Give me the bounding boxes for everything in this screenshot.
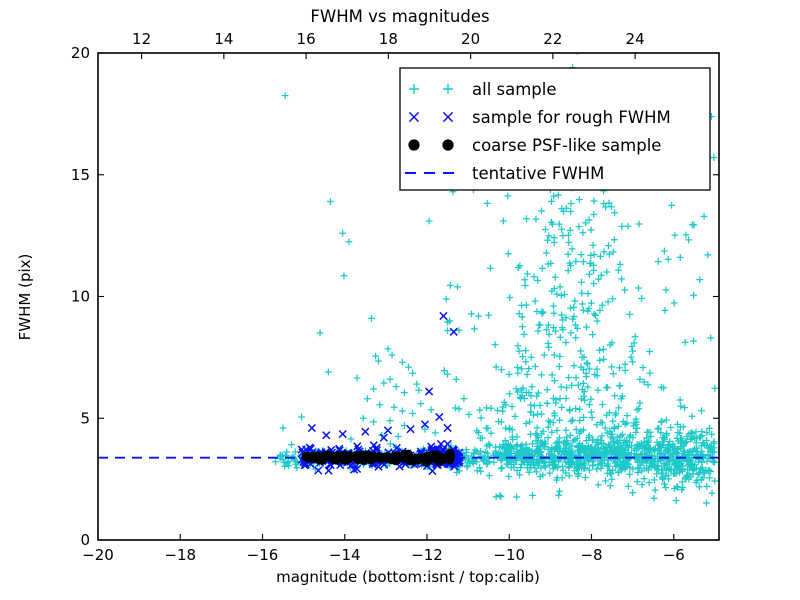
top-tick-label: 22 [543, 30, 562, 48]
legend-item-x[interactable]: sample for rough FWHM [408, 108, 671, 127]
axes-layer: −20 −18 −16 −14 −12 −10 −8 −6 12 14 16 18 20 22 24 0 5 10… [71, 30, 720, 564]
legend-label: sample for rough FWHM [472, 108, 671, 127]
top-tick-label: 16 [297, 30, 316, 48]
x-tick-label: −12 [411, 546, 443, 564]
series-psf-sample [301, 448, 456, 467]
top-tick-label: 12 [132, 30, 151, 48]
y-tick-label: 5 [80, 409, 90, 427]
y-tick-label: 10 [71, 288, 90, 306]
x-tick-label: −6 [663, 546, 685, 564]
page-title: FWHM vs magnitudes [310, 7, 489, 26]
y-tick-label: 20 [71, 44, 90, 62]
x-tick-label: −18 [164, 546, 196, 564]
legend-label: tentative FWHM [472, 164, 604, 183]
x-axis-label: magnitude (bottom:isnt / top:calib) [276, 568, 540, 586]
legend-item-dashed-line[interactable]: tentative FWHM [405, 164, 604, 183]
y-tick-label: 15 [71, 166, 90, 184]
x-tick-label: −20 [82, 546, 114, 564]
top-tick-label: 18 [379, 30, 398, 48]
top-tick-label: 24 [626, 30, 645, 48]
data-points-layer [98, 53, 719, 507]
y-axis-label: FWHM (pix) [16, 254, 34, 341]
top-tick-label: 14 [214, 30, 233, 48]
x-tick-label: −10 [493, 546, 525, 564]
legend-label: coarse PSF-like sample [472, 136, 661, 155]
top-tick-label: 20 [461, 30, 480, 48]
x-tick-label: −8 [580, 546, 602, 564]
legend-item-filled-circle[interactable]: coarse PSF-like sample [408, 136, 661, 155]
series-rough-fwhm [297, 311, 464, 476]
legend-item-plus[interactable]: all sample [409, 80, 557, 99]
x-tick-label: −14 [329, 546, 361, 564]
y-tick-label: 0 [80, 531, 90, 549]
legend[interactable]: all sample sample for rough FWHM coarse PS… [399, 67, 711, 191]
legend-label: all sample [472, 80, 557, 99]
x-tick-label: −16 [247, 546, 279, 564]
